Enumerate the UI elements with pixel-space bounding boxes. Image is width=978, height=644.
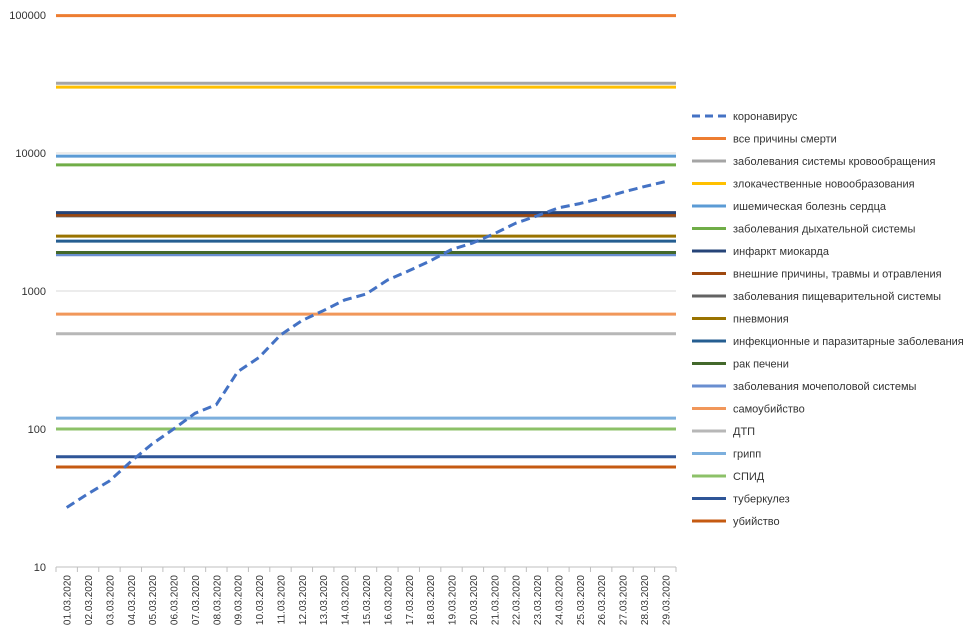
x-tick-label: 09.03.2020 — [234, 575, 245, 625]
plot-area — [56, 14, 676, 509]
x-tick-label: 08.03.2020 — [212, 575, 223, 625]
x-tick-label: 06.03.2020 — [170, 575, 181, 625]
x-tick-label: 20.03.2020 — [469, 575, 480, 625]
legend-label: заболевания системы кровообращения — [733, 156, 935, 168]
x-tick-label: 25.03.2020 — [576, 575, 587, 625]
x-tick-label: 17.03.2020 — [405, 575, 416, 625]
x-tick-label: 29.03.2020 — [661, 575, 672, 625]
x-tick-label: 03.03.2020 — [105, 575, 116, 625]
x-tick-label: 14.03.2020 — [341, 575, 352, 625]
y-axis: 10 100 1000 10000 100000 — [9, 10, 46, 574]
y-tick-label: 100 — [28, 424, 46, 436]
x-tick-label: 22.03.2020 — [512, 575, 523, 625]
legend-label: коронавирус — [733, 111, 798, 123]
y-tick-label: 10000 — [15, 148, 46, 160]
legend-label: ишемическая болезнь сердца — [733, 201, 887, 213]
x-tick-label: 02.03.2020 — [84, 575, 95, 625]
legend-label: все причины смерти — [733, 134, 837, 146]
x-tick-label: 04.03.2020 — [127, 575, 138, 625]
legend-label: грипп — [733, 449, 761, 461]
legend-label: СПИД — [733, 471, 765, 483]
legend-label: туберкулез — [733, 494, 790, 506]
x-tick-label: 05.03.2020 — [148, 575, 159, 625]
legend: коронавирус все причины смерти заболевания… — [692, 111, 964, 528]
legend-label: инфекционные и паразитарные заболевания — [733, 336, 964, 348]
legend-label: заболевания мочеполовой системы — [733, 381, 917, 393]
legend-label: рак печени — [733, 359, 789, 371]
x-tick-label: 13.03.2020 — [319, 575, 330, 625]
legend-label: инфаркт миокарда — [733, 246, 830, 258]
x-tick-label: 28.03.2020 — [640, 575, 651, 625]
x-tick-label: 01.03.2020 — [63, 575, 74, 625]
legend-label: злокачественные новообразования — [733, 179, 915, 191]
y-tick-label: 100000 — [9, 10, 46, 22]
x-tick-label: 10.03.2020 — [255, 575, 266, 625]
x-axis: 01.03.2020 02.03.2020 03.03.2020 04.03.2020… — [55, 566, 677, 625]
x-tick-label: 07.03.2020 — [191, 575, 202, 625]
x-tick-label: 21.03.2020 — [490, 575, 501, 625]
x-tick-label: 19.03.2020 — [448, 575, 459, 625]
legend-label: ДТП — [733, 426, 755, 438]
y-tick-label: 1000 — [22, 286, 46, 298]
legend-label: заболевания пищеварительной системы — [733, 291, 941, 303]
legend-label: заболевания дыхательной системы — [733, 224, 915, 236]
y-tick-label: 10 — [34, 562, 46, 574]
x-tick-label: 23.03.2020 — [533, 575, 544, 625]
gridlines — [56, 14, 676, 568]
legend-label: пневмония — [733, 314, 789, 326]
x-tick-label: 12.03.2020 — [298, 575, 309, 625]
legend-label: внешние причины, травмы и отравления — [733, 269, 942, 281]
x-tick-label: 27.03.2020 — [619, 575, 630, 625]
legend-label: самоубийство — [733, 404, 805, 416]
x-tick-label: 18.03.2020 — [426, 575, 437, 625]
x-tick-label: 11.03.2020 — [276, 575, 287, 625]
series-line-dashed — [65, 180, 666, 509]
x-tick-label: 24.03.2020 — [554, 575, 565, 625]
x-tick-label: 26.03.2020 — [597, 575, 608, 625]
legend-label: убийство — [733, 516, 780, 528]
x-tick-label: 15.03.2020 — [362, 575, 373, 625]
x-tick-label: 16.03.2020 — [383, 575, 394, 625]
